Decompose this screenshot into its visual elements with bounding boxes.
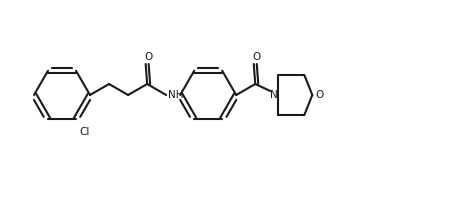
Text: O: O xyxy=(252,52,261,62)
Text: Cl: Cl xyxy=(79,127,89,137)
Text: N: N xyxy=(270,90,278,100)
Text: O: O xyxy=(316,90,323,100)
Text: NH: NH xyxy=(168,90,184,100)
Text: O: O xyxy=(144,52,152,62)
